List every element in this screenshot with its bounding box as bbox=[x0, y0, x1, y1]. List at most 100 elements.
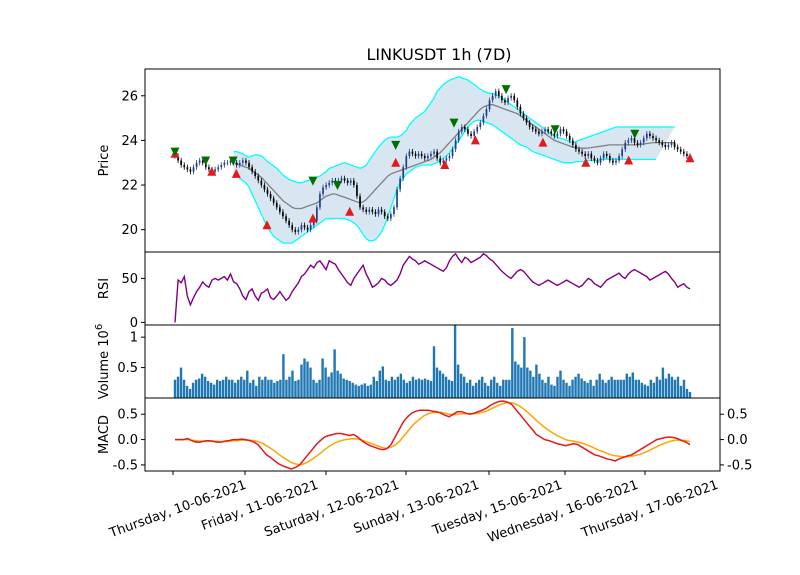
volume-bar bbox=[559, 370, 562, 398]
candle-body bbox=[544, 129, 546, 132]
candle-body bbox=[386, 216, 389, 219]
volume-bar bbox=[330, 372, 333, 398]
volume-bar bbox=[628, 376, 631, 398]
volume-bar bbox=[417, 378, 421, 398]
candle-body bbox=[417, 153, 420, 157]
candle-body bbox=[186, 167, 189, 170]
volume-bar bbox=[493, 376, 496, 398]
candle-body bbox=[442, 160, 445, 163]
volume-bar bbox=[255, 385, 258, 398]
candle-body bbox=[519, 106, 522, 114]
candle-body bbox=[624, 142, 627, 150]
volume-bar bbox=[462, 376, 466, 398]
candle-body bbox=[618, 156, 620, 161]
candle-body bbox=[214, 169, 216, 172]
volume-bar bbox=[538, 373, 541, 398]
volume-bar bbox=[396, 376, 400, 398]
candle-body bbox=[497, 91, 500, 96]
candle-body bbox=[427, 156, 429, 159]
buy-signal-marker bbox=[685, 153, 695, 163]
price-ytick-label: 24 bbox=[121, 134, 138, 149]
candle-body bbox=[365, 209, 368, 212]
moving-average-line bbox=[233, 104, 675, 210]
volume-bar bbox=[212, 384, 216, 398]
candle-body bbox=[405, 156, 408, 168]
bollinger-band-fill bbox=[233, 76, 675, 244]
candle-body bbox=[303, 225, 306, 228]
volume-bar bbox=[179, 367, 183, 398]
volume-bar bbox=[342, 378, 345, 398]
bollinger-upper-line bbox=[233, 76, 675, 184]
candle-body bbox=[319, 193, 321, 208]
candle-body bbox=[593, 158, 596, 161]
volume-bar bbox=[375, 380, 378, 398]
volume-bar bbox=[480, 376, 484, 398]
candle-body bbox=[608, 156, 611, 161]
candle-body bbox=[223, 162, 226, 165]
volume-bar bbox=[318, 379, 321, 398]
candle-body bbox=[553, 133, 556, 136]
candle-body bbox=[612, 160, 614, 163]
volume-bar bbox=[297, 379, 300, 398]
volume-bar bbox=[221, 379, 225, 398]
price-panel: 20 22 24 26 Price bbox=[97, 68, 721, 253]
volume-bar bbox=[300, 364, 303, 398]
volume-bar bbox=[520, 367, 523, 398]
candle-body bbox=[534, 129, 537, 132]
candle-body bbox=[257, 176, 260, 181]
volume-bar bbox=[426, 379, 430, 398]
volume-bar bbox=[468, 379, 472, 398]
candle-body bbox=[581, 151, 583, 154]
volume-bar bbox=[384, 379, 388, 398]
candle-body bbox=[226, 162, 229, 164]
candle-body bbox=[590, 153, 593, 159]
volume-bar bbox=[562, 379, 565, 398]
candle-body bbox=[467, 129, 469, 134]
volume-bar bbox=[351, 382, 354, 398]
candle-body bbox=[322, 187, 324, 194]
candle-body bbox=[300, 225, 303, 230]
candle-body bbox=[269, 193, 272, 199]
volume-bar bbox=[661, 367, 665, 398]
volume-bar bbox=[357, 385, 360, 398]
volume-bar bbox=[577, 373, 580, 398]
candle-body bbox=[596, 160, 599, 163]
volume-bar bbox=[490, 379, 493, 398]
candle-body bbox=[346, 180, 349, 183]
volume-bar bbox=[249, 382, 252, 398]
volume-ytick-label: 1 bbox=[130, 331, 138, 346]
candle-body bbox=[485, 109, 488, 116]
rsi-ytick-label: 0 bbox=[130, 316, 138, 331]
candle-body bbox=[282, 211, 284, 217]
volume-bar bbox=[309, 367, 312, 398]
volume-bar bbox=[673, 379, 677, 398]
candle-body bbox=[420, 153, 423, 157]
volume-bar bbox=[327, 376, 330, 398]
candle-body bbox=[599, 158, 602, 163]
candle-body bbox=[254, 171, 257, 177]
candle-body bbox=[655, 138, 657, 141]
candle-body bbox=[670, 142, 673, 145]
buy-signal-marker bbox=[345, 206, 355, 216]
volume-bar bbox=[363, 383, 366, 398]
candle-body bbox=[217, 167, 220, 170]
volume-bar bbox=[303, 358, 306, 398]
volume-bar bbox=[544, 382, 547, 398]
macd-ytick-label-right: 0.5 bbox=[727, 408, 748, 423]
candle-body bbox=[673, 142, 676, 148]
candle-body bbox=[448, 156, 451, 159]
volume-bar bbox=[682, 379, 686, 398]
volume-bar bbox=[456, 364, 460, 398]
candle-body bbox=[531, 127, 534, 130]
volume-bar bbox=[429, 380, 433, 398]
volume-bar bbox=[613, 379, 616, 398]
chart-title: LINKUSDT 1h (7D) bbox=[366, 45, 511, 64]
candle-body bbox=[309, 225, 312, 230]
volume-bar bbox=[631, 372, 634, 398]
candle-body bbox=[510, 95, 512, 99]
candle-body bbox=[460, 127, 463, 132]
volume-scale-base: 10 bbox=[97, 330, 112, 347]
volume-bar bbox=[399, 373, 403, 398]
candle-body bbox=[343, 178, 346, 181]
signal-line bbox=[175, 401, 691, 466]
